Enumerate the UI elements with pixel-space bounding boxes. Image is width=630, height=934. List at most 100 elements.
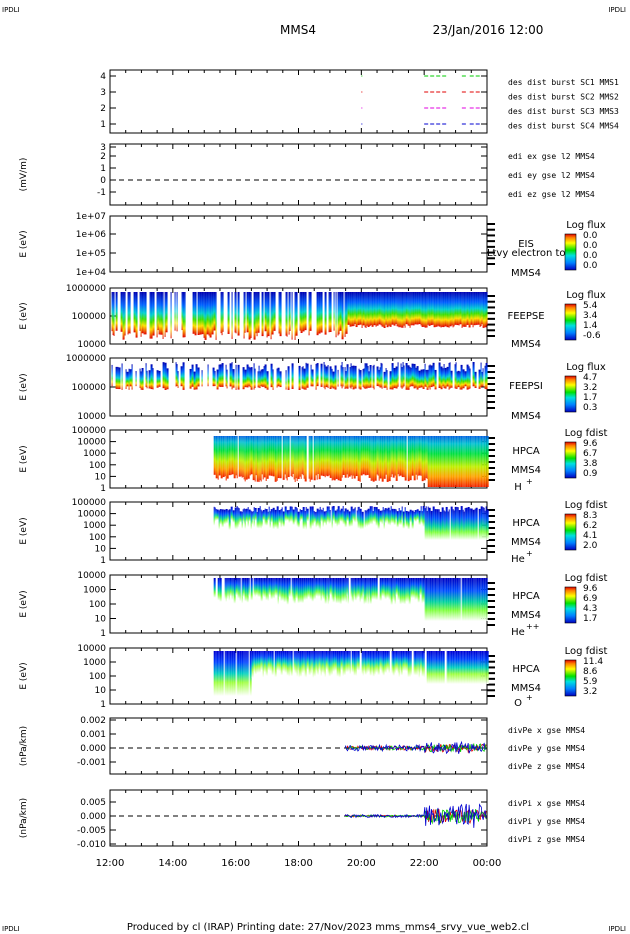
feepse-column bbox=[448, 292, 450, 328]
hpca_he1-column bbox=[228, 509, 231, 530]
feepsi-column bbox=[340, 365, 342, 387]
hpca_h-column bbox=[310, 436, 313, 480]
hpca_he1-column bbox=[464, 508, 466, 540]
hpca_h-column bbox=[270, 436, 273, 476]
hpca_h-colorbar-tick: 6.7 bbox=[583, 449, 597, 459]
feepse-column bbox=[416, 292, 419, 325]
feepsi-column bbox=[207, 364, 209, 387]
hpca_o-column bbox=[265, 651, 267, 676]
hpca_he1-column bbox=[441, 507, 444, 540]
hpca_he2-column bbox=[383, 578, 385, 598]
hpca_o-ylabel: E (eV) bbox=[19, 662, 29, 689]
edi-legend-entry: edi ez gse l2 MMS4 bbox=[508, 190, 595, 199]
hpca_o-column bbox=[371, 651, 373, 674]
feepsi-column bbox=[397, 362, 399, 387]
feepsi-column bbox=[214, 370, 216, 387]
hpca_o-colorbar bbox=[564, 659, 577, 697]
eis-colorbar bbox=[564, 233, 577, 271]
hpca_h-column bbox=[230, 436, 232, 475]
hpca_h-column bbox=[476, 436, 478, 487]
hpca_he1-column bbox=[281, 507, 283, 525]
hpca_he1-column bbox=[358, 506, 360, 529]
hpca_he2-column bbox=[401, 578, 404, 604]
feepse-column bbox=[135, 292, 138, 338]
feepse-column bbox=[424, 292, 427, 328]
hpca_o-colorbar-title: Log fdist bbox=[565, 646, 608, 657]
feepsi-column bbox=[253, 363, 255, 390]
hpca_he2-column bbox=[334, 578, 336, 599]
hpca_he2-column bbox=[436, 578, 438, 621]
feepse-column bbox=[347, 292, 350, 325]
feepsi-column bbox=[225, 364, 227, 387]
hpca_he1-column bbox=[483, 507, 485, 540]
feepse-column bbox=[401, 292, 404, 328]
feepsi-column bbox=[279, 371, 282, 388]
feepsi-column bbox=[351, 365, 353, 387]
hpca_h-column bbox=[335, 436, 338, 479]
hpca_h-column bbox=[325, 436, 327, 476]
hpca_he2-column bbox=[335, 578, 338, 604]
feepse-column bbox=[176, 292, 178, 332]
hpca_o-ytick: 100 bbox=[89, 672, 106, 682]
hpca_o-column bbox=[395, 651, 398, 672]
hpca_h-column bbox=[398, 436, 400, 477]
hpca_he1-column bbox=[486, 509, 489, 540]
hpca_o-column bbox=[228, 651, 230, 696]
x-tick-label: 18:00 bbox=[284, 858, 313, 869]
hpca_he2-column bbox=[366, 578, 368, 599]
eis-ytick: 1e+05 bbox=[76, 249, 106, 259]
hpca_he1-column bbox=[320, 509, 322, 523]
hpca_he1-column bbox=[296, 508, 298, 527]
des-ytick: 2 bbox=[100, 104, 106, 114]
feepse-column bbox=[221, 292, 223, 336]
hpca_he2-column bbox=[244, 578, 247, 602]
hpca_h-column bbox=[332, 436, 334, 480]
hpca_o-column bbox=[483, 651, 485, 684]
hpca_h-column bbox=[252, 436, 255, 481]
edi-frame bbox=[109, 143, 488, 206]
hpca_h-column bbox=[454, 436, 456, 487]
hpca_he1-column bbox=[366, 509, 368, 527]
hpca_h-column bbox=[304, 436, 307, 482]
feepsi-column bbox=[266, 371, 269, 390]
edi-ytick: 0 bbox=[100, 176, 106, 186]
feepsi-colorbar-tick: 3.2 bbox=[583, 383, 597, 393]
hpca_o-column bbox=[305, 651, 307, 678]
hpca_he1-column bbox=[428, 507, 431, 540]
hpca_he2-column bbox=[337, 578, 340, 604]
des-mark bbox=[361, 91, 363, 93]
feepsi-column bbox=[367, 365, 369, 388]
edi-legend-entry: edi ex gse l2 MMS4 bbox=[508, 152, 595, 161]
hpca_h-column bbox=[287, 436, 290, 477]
hpca_he2-column bbox=[250, 578, 253, 601]
hpca_o-column bbox=[369, 651, 372, 676]
hpca_he1-colorbar-tick: 2.0 bbox=[583, 541, 598, 551]
feepse-column bbox=[366, 292, 368, 326]
eis-colorbar-title: Log flux bbox=[566, 220, 606, 231]
feepse-column bbox=[367, 292, 370, 327]
feepse-column bbox=[475, 292, 478, 325]
feepsi-column bbox=[427, 369, 429, 390]
hpca_o-column bbox=[434, 651, 436, 684]
feepsi-column bbox=[305, 362, 307, 390]
hpca_o-column bbox=[454, 651, 456, 684]
hpca_h-column bbox=[258, 436, 260, 482]
feepsi-column bbox=[156, 370, 159, 388]
hpca_o-column bbox=[325, 651, 328, 671]
hpca_he2-column bbox=[226, 578, 228, 600]
feepse-column bbox=[477, 292, 480, 325]
divpi-legend-entry: divPi y gse MMS4 bbox=[508, 817, 585, 826]
hpca_he2-column bbox=[425, 578, 428, 621]
hpca_o-column bbox=[405, 651, 408, 672]
hpca_he1-column bbox=[426, 510, 428, 540]
hpca_h-column bbox=[220, 436, 223, 479]
hpca_he2-column bbox=[322, 578, 325, 600]
feepse-column bbox=[111, 292, 113, 332]
feepsi-column bbox=[379, 367, 381, 388]
feepsi-column bbox=[365, 363, 368, 389]
hpca_he2-column bbox=[277, 578, 279, 605]
hpca_he1-species: He bbox=[511, 554, 525, 565]
hpca_h-column bbox=[279, 436, 282, 479]
hpca_h-column bbox=[263, 436, 266, 478]
hpca_h-column bbox=[276, 436, 278, 481]
